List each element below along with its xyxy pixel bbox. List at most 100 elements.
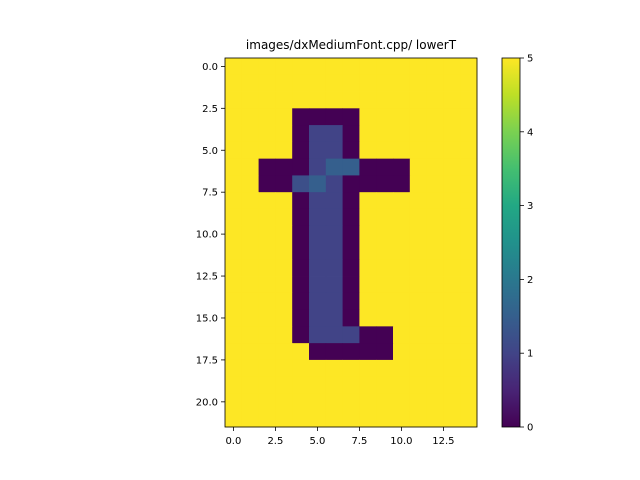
heatmap-cell [393,141,411,160]
heatmap-cell [376,343,394,361]
heatmap-cell [309,74,327,92]
heatmap-cell [359,74,377,92]
heatmap-cell [359,125,377,143]
heatmap-cell [225,326,243,344]
heatmap-cell [309,192,327,210]
colorbar-tick-label: 5 [527,54,533,65]
heatmap-cell [376,125,394,143]
heatmap-cell [275,242,293,260]
heatmap-cell [342,225,360,243]
heatmap-cell [292,276,310,294]
heatmap-cell [393,326,411,344]
heatmap-cell [309,175,327,193]
heatmap-cell [409,158,427,176]
heatmap-cell [409,359,427,378]
heatmap-cell [275,141,293,160]
heatmap-cell [292,393,310,411]
heatmap-cell [376,393,394,411]
heatmap-cell [376,74,394,92]
heatmap-cell [258,276,276,294]
heatmap-cell [393,91,411,109]
heatmap-cell [409,74,427,92]
heatmap-cell [376,108,394,126]
heatmap-cell [292,292,310,310]
heatmap-cell [443,259,461,277]
heatmap-cell [241,74,259,92]
heatmap-cell [292,158,310,176]
heatmap-cell [376,225,394,243]
heatmap-cell [426,410,444,428]
colorbar-tick-label: 3 [527,201,533,212]
heatmap-cell [359,376,377,394]
heatmap-cell [258,242,276,260]
heatmap-cell [309,343,327,361]
heatmap-cell [409,192,427,210]
heatmap-cell [292,225,310,243]
heatmap-cell [426,175,444,193]
heatmap-cell [325,225,343,243]
heatmap-cell [309,410,327,428]
heatmap-cell [309,125,327,143]
heatmap-cell [241,309,259,327]
heatmap-cell [309,141,327,160]
heatmap-cell [426,225,444,243]
heatmap-cell [460,393,478,411]
heatmap-cell [393,309,411,327]
heatmap-cell [443,192,461,210]
heatmap-cell [241,326,259,344]
heatmap-cell [309,91,327,109]
heatmap-cell [342,91,360,109]
heatmap-cell [325,125,343,143]
heatmap-cell [258,141,276,160]
heatmap-cell [443,376,461,394]
heatmap-cell [393,242,411,260]
heatmap-cell [225,259,243,277]
heatmap-cell [342,58,360,76]
heatmap-cell [258,208,276,227]
heatmap-cell [376,158,394,176]
heatmap-cell [426,276,444,294]
heatmap-cell [275,309,293,327]
heatmap-cell [460,125,478,143]
heatmap-cell [460,208,478,227]
heatmap-cell [342,158,360,176]
colorbar-tick-label: 1 [527,349,533,360]
heatmap-cell [359,359,377,378]
heatmap-cell [342,141,360,160]
heatmap-cell [409,225,427,243]
heatmap-cell [460,108,478,126]
heatmap-cell [225,376,243,394]
heatmap-cell [426,58,444,76]
heatmap-cell [225,208,243,227]
heatmap-cell [275,91,293,109]
heatmap-cell [409,108,427,126]
heatmap-cell [460,309,478,327]
heatmap-cell [258,108,276,126]
heatmap-cell [359,91,377,109]
heatmap-cell [258,125,276,143]
heatmap-cell [460,410,478,428]
heatmap-cell [359,292,377,310]
heatmap-cell [342,125,360,143]
heatmap-cell [359,309,377,327]
heatmap-cell [342,309,360,327]
heatmap-cell [258,58,276,76]
heatmap-cell [342,276,360,294]
heatmap-cell [275,359,293,378]
heatmap-cell [443,125,461,143]
x-tick-label: 0.0 [225,436,241,447]
heatmap-cell [426,242,444,260]
heatmap-cell [426,74,444,92]
heatmap-cell [225,292,243,310]
heatmap-cell [292,74,310,92]
heatmap-cell [443,158,461,176]
heatmap-cell [275,410,293,428]
y-tick-label: 5.0 [202,146,218,157]
heatmap-cell [443,108,461,126]
heatmap-cell [393,343,411,361]
heatmap-cell [342,343,360,361]
heatmap-cell [409,91,427,109]
y-tick-label: 7.5 [202,188,218,199]
heatmap-cell [376,359,394,378]
heatmap-cell [460,91,478,109]
